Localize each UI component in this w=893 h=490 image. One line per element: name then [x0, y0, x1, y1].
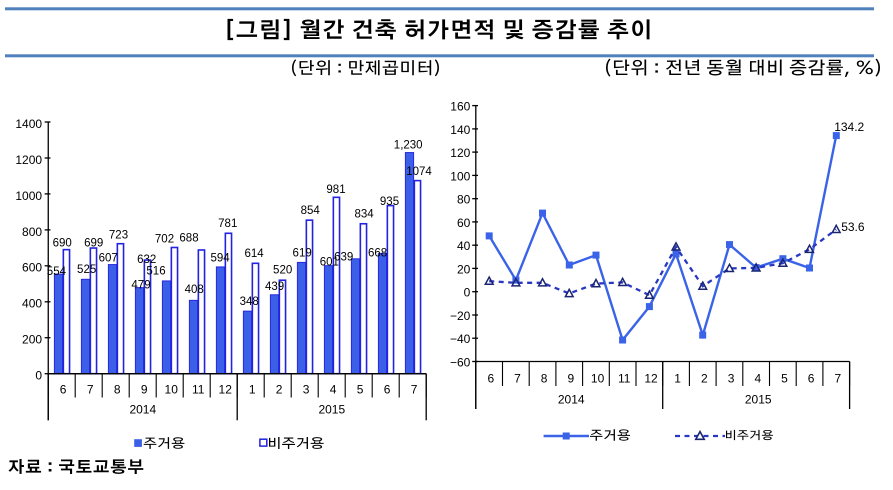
- svg-text:702: 702: [155, 233, 174, 245]
- svg-text:479: 479: [131, 280, 150, 292]
- svg-text:2015: 2015: [318, 403, 345, 417]
- svg-text:2015: 2015: [745, 393, 772, 407]
- svg-text:601: 601: [320, 257, 339, 269]
- svg-text:11: 11: [192, 383, 205, 397]
- svg-text:2: 2: [276, 383, 283, 397]
- svg-text:935: 935: [380, 196, 399, 208]
- svg-text:12: 12: [219, 383, 233, 397]
- svg-text:−40: −40: [450, 332, 471, 346]
- svg-text:1,230: 1,230: [394, 140, 423, 152]
- svg-text:607: 607: [99, 252, 118, 264]
- svg-text:1400: 1400: [15, 117, 42, 131]
- svg-text:439: 439: [265, 281, 284, 293]
- svg-text:723: 723: [109, 229, 128, 241]
- svg-text:0: 0: [35, 369, 42, 383]
- svg-text:834: 834: [355, 209, 375, 221]
- svg-text:520: 520: [273, 265, 292, 277]
- svg-text:7: 7: [835, 372, 842, 386]
- svg-text:1200: 1200: [15, 153, 42, 167]
- svg-text:−20: −20: [450, 309, 471, 323]
- svg-text:781: 781: [218, 218, 237, 230]
- svg-text:120: 120: [450, 146, 470, 160]
- svg-text:688: 688: [179, 233, 198, 245]
- svg-text:6: 6: [808, 372, 815, 386]
- svg-text:2014: 2014: [558, 393, 585, 407]
- svg-text:699: 699: [84, 238, 103, 250]
- svg-text:3: 3: [303, 383, 310, 397]
- svg-text:981: 981: [326, 184, 345, 196]
- svg-text:10: 10: [591, 372, 605, 386]
- svg-text:408: 408: [185, 284, 204, 296]
- svg-text:10: 10: [165, 383, 179, 397]
- svg-text:4: 4: [330, 383, 337, 397]
- svg-text:6: 6: [384, 383, 391, 397]
- svg-text:100: 100: [450, 169, 470, 183]
- svg-text:3: 3: [728, 372, 735, 386]
- svg-text:632: 632: [137, 254, 156, 266]
- svg-text:1: 1: [674, 372, 681, 386]
- svg-text:5: 5: [357, 383, 364, 397]
- svg-text:20: 20: [457, 262, 471, 276]
- svg-text:7: 7: [411, 383, 418, 397]
- svg-text:348: 348: [240, 296, 259, 308]
- svg-text:0: 0: [464, 286, 471, 300]
- svg-text:4: 4: [754, 372, 761, 386]
- svg-text:614: 614: [245, 248, 265, 260]
- svg-text:8: 8: [541, 372, 548, 386]
- svg-text:7: 7: [87, 383, 94, 397]
- svg-text:2: 2: [701, 372, 708, 386]
- svg-text:2014: 2014: [129, 403, 156, 417]
- svg-text:9: 9: [141, 383, 148, 397]
- svg-text:554: 554: [47, 266, 67, 278]
- svg-text:1: 1: [249, 383, 256, 397]
- svg-text:854: 854: [301, 205, 321, 217]
- svg-text:1000: 1000: [15, 189, 42, 203]
- svg-text:134.2: 134.2: [834, 120, 864, 134]
- svg-text:594: 594: [211, 253, 231, 265]
- svg-text:140: 140: [450, 123, 470, 137]
- svg-text:6: 6: [487, 372, 494, 386]
- svg-text:11: 11: [618, 372, 631, 386]
- svg-text:690: 690: [53, 238, 72, 250]
- svg-text:80: 80: [457, 193, 471, 207]
- svg-text:60: 60: [457, 216, 471, 230]
- svg-text:8: 8: [114, 383, 121, 397]
- svg-text:9: 9: [568, 372, 575, 386]
- svg-text:6: 6: [60, 383, 67, 397]
- svg-text:525: 525: [77, 264, 96, 276]
- svg-text:200: 200: [22, 333, 42, 347]
- svg-text:−60: −60: [450, 356, 471, 370]
- svg-text:12: 12: [644, 372, 658, 386]
- svg-text:400: 400: [22, 297, 42, 311]
- svg-text:600: 600: [22, 261, 42, 275]
- svg-text:516: 516: [146, 266, 165, 278]
- svg-text:5: 5: [781, 372, 788, 386]
- svg-text:668: 668: [368, 248, 387, 260]
- svg-text:53.6: 53.6: [841, 220, 865, 234]
- svg-text:639: 639: [334, 251, 353, 263]
- svg-text:160: 160: [450, 100, 470, 114]
- svg-text:1074: 1074: [406, 166, 432, 178]
- svg-text:40: 40: [457, 239, 471, 253]
- svg-text:800: 800: [22, 225, 42, 239]
- svg-text:7: 7: [514, 372, 521, 386]
- svg-text:619: 619: [293, 247, 312, 259]
